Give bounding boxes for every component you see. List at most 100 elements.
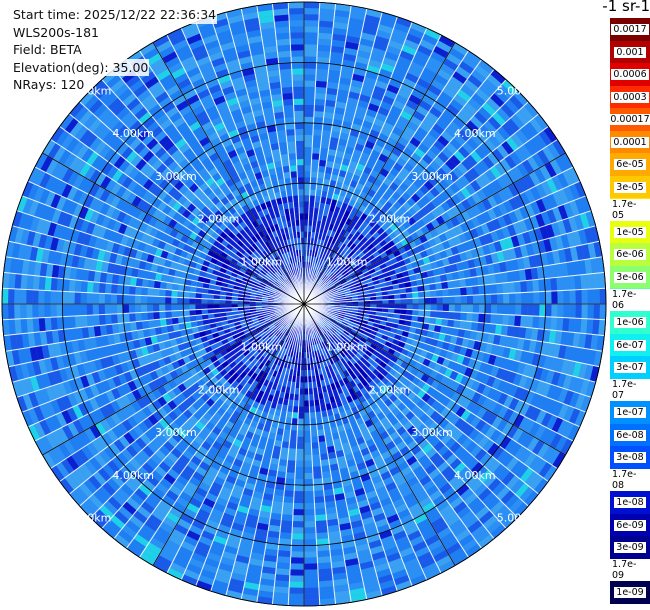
data-cell	[266, 413, 275, 421]
data-cell	[273, 439, 283, 448]
data-cell	[372, 556, 388, 567]
data-cell	[232, 458, 244, 468]
data-cell	[430, 51, 446, 64]
data-cell	[430, 399, 441, 411]
data-cell	[323, 317, 330, 322]
data-cell	[171, 297, 178, 304]
data-cell	[350, 262, 358, 269]
data-cell	[471, 192, 482, 205]
data-cell	[587, 304, 594, 320]
data-cell	[447, 360, 457, 371]
data-cell	[219, 445, 230, 455]
data-cell	[263, 449, 273, 458]
data-cell	[433, 456, 446, 469]
data-cell	[318, 265, 324, 272]
data-cell	[518, 326, 527, 339]
data-cell	[331, 168, 340, 176]
data-cell	[550, 277, 558, 291]
data-cell	[341, 332, 348, 339]
data-cell	[349, 357, 357, 365]
data-cell	[129, 285, 136, 296]
data-cell	[283, 392, 290, 400]
data-cell	[400, 304, 407, 310]
data-cell	[510, 337, 519, 350]
data-cell	[436, 259, 444, 268]
data-cell	[509, 498, 524, 514]
data-cell	[478, 361, 488, 374]
data-cell	[253, 534, 268, 543]
data-cell	[344, 346, 351, 354]
data-cell	[304, 116, 314, 123]
data-cell	[318, 14, 335, 22]
data-cell	[310, 424, 318, 431]
data-cell	[496, 107, 511, 123]
data-cell	[285, 330, 291, 337]
data-cell	[393, 313, 401, 320]
data-cell	[425, 447, 438, 459]
data-cell	[297, 424, 304, 431]
data-cell	[407, 440, 418, 451]
data-cell	[268, 463, 279, 471]
data-cell	[331, 432, 340, 440]
data-cell	[304, 581, 319, 588]
data-cell	[340, 164, 349, 172]
data-cell	[504, 494, 520, 509]
data-cell	[290, 557, 304, 564]
data-cell	[334, 3, 352, 12]
data-cell	[460, 510, 475, 524]
data-cell	[326, 409, 334, 417]
data-cell	[326, 271, 333, 278]
data-cell	[232, 566, 248, 576]
data-cell	[479, 142, 492, 156]
data-cell	[440, 201, 451, 212]
data-cell	[363, 166, 373, 175]
data-cell	[514, 147, 527, 163]
data-cell	[463, 171, 475, 184]
data-cell	[487, 477, 502, 492]
data-cell	[491, 218, 502, 231]
data-cell	[325, 93, 338, 102]
data-cell	[399, 167, 411, 178]
data-cell	[465, 474, 480, 488]
data-cell	[339, 250, 346, 258]
data-cell	[286, 411, 293, 419]
data-cell	[479, 124, 493, 139]
data-cell	[348, 508, 361, 517]
data-cell	[331, 244, 338, 252]
data-cell	[474, 64, 491, 79]
data-cell	[371, 361, 380, 369]
data-cell	[341, 321, 349, 326]
data-cell	[329, 51, 344, 60]
data-cell	[540, 412, 553, 428]
data-cell	[503, 394, 514, 409]
data-cell	[281, 404, 288, 412]
data-cell	[529, 378, 540, 393]
data-cell	[418, 264, 427, 273]
data-cell	[320, 266, 326, 273]
data-cell	[546, 177, 558, 194]
data-cell	[183, 568, 201, 581]
data-cell	[360, 88, 374, 98]
data-cell	[320, 141, 330, 149]
data-cell	[244, 482, 256, 491]
data-cell	[497, 189, 509, 203]
data-cell	[593, 304, 600, 320]
data-cell	[460, 210, 471, 222]
data-cell	[460, 409, 472, 422]
data-cell	[262, 424, 272, 433]
data-cell	[318, 441, 327, 449]
data-cell	[453, 235, 462, 246]
data-cell	[375, 112, 388, 122]
data-cell	[346, 502, 359, 511]
data-cell	[460, 304, 468, 313]
data-cell	[456, 394, 467, 406]
data-cell	[331, 251, 337, 259]
data-cell	[494, 432, 507, 446]
data-cell	[264, 418, 273, 427]
data-cell	[528, 137, 543, 153]
data-cell	[498, 84, 514, 99]
data-cell	[315, 263, 320, 271]
data-cell	[389, 431, 400, 441]
data-cell	[359, 277, 366, 283]
data-cell	[320, 246, 326, 254]
